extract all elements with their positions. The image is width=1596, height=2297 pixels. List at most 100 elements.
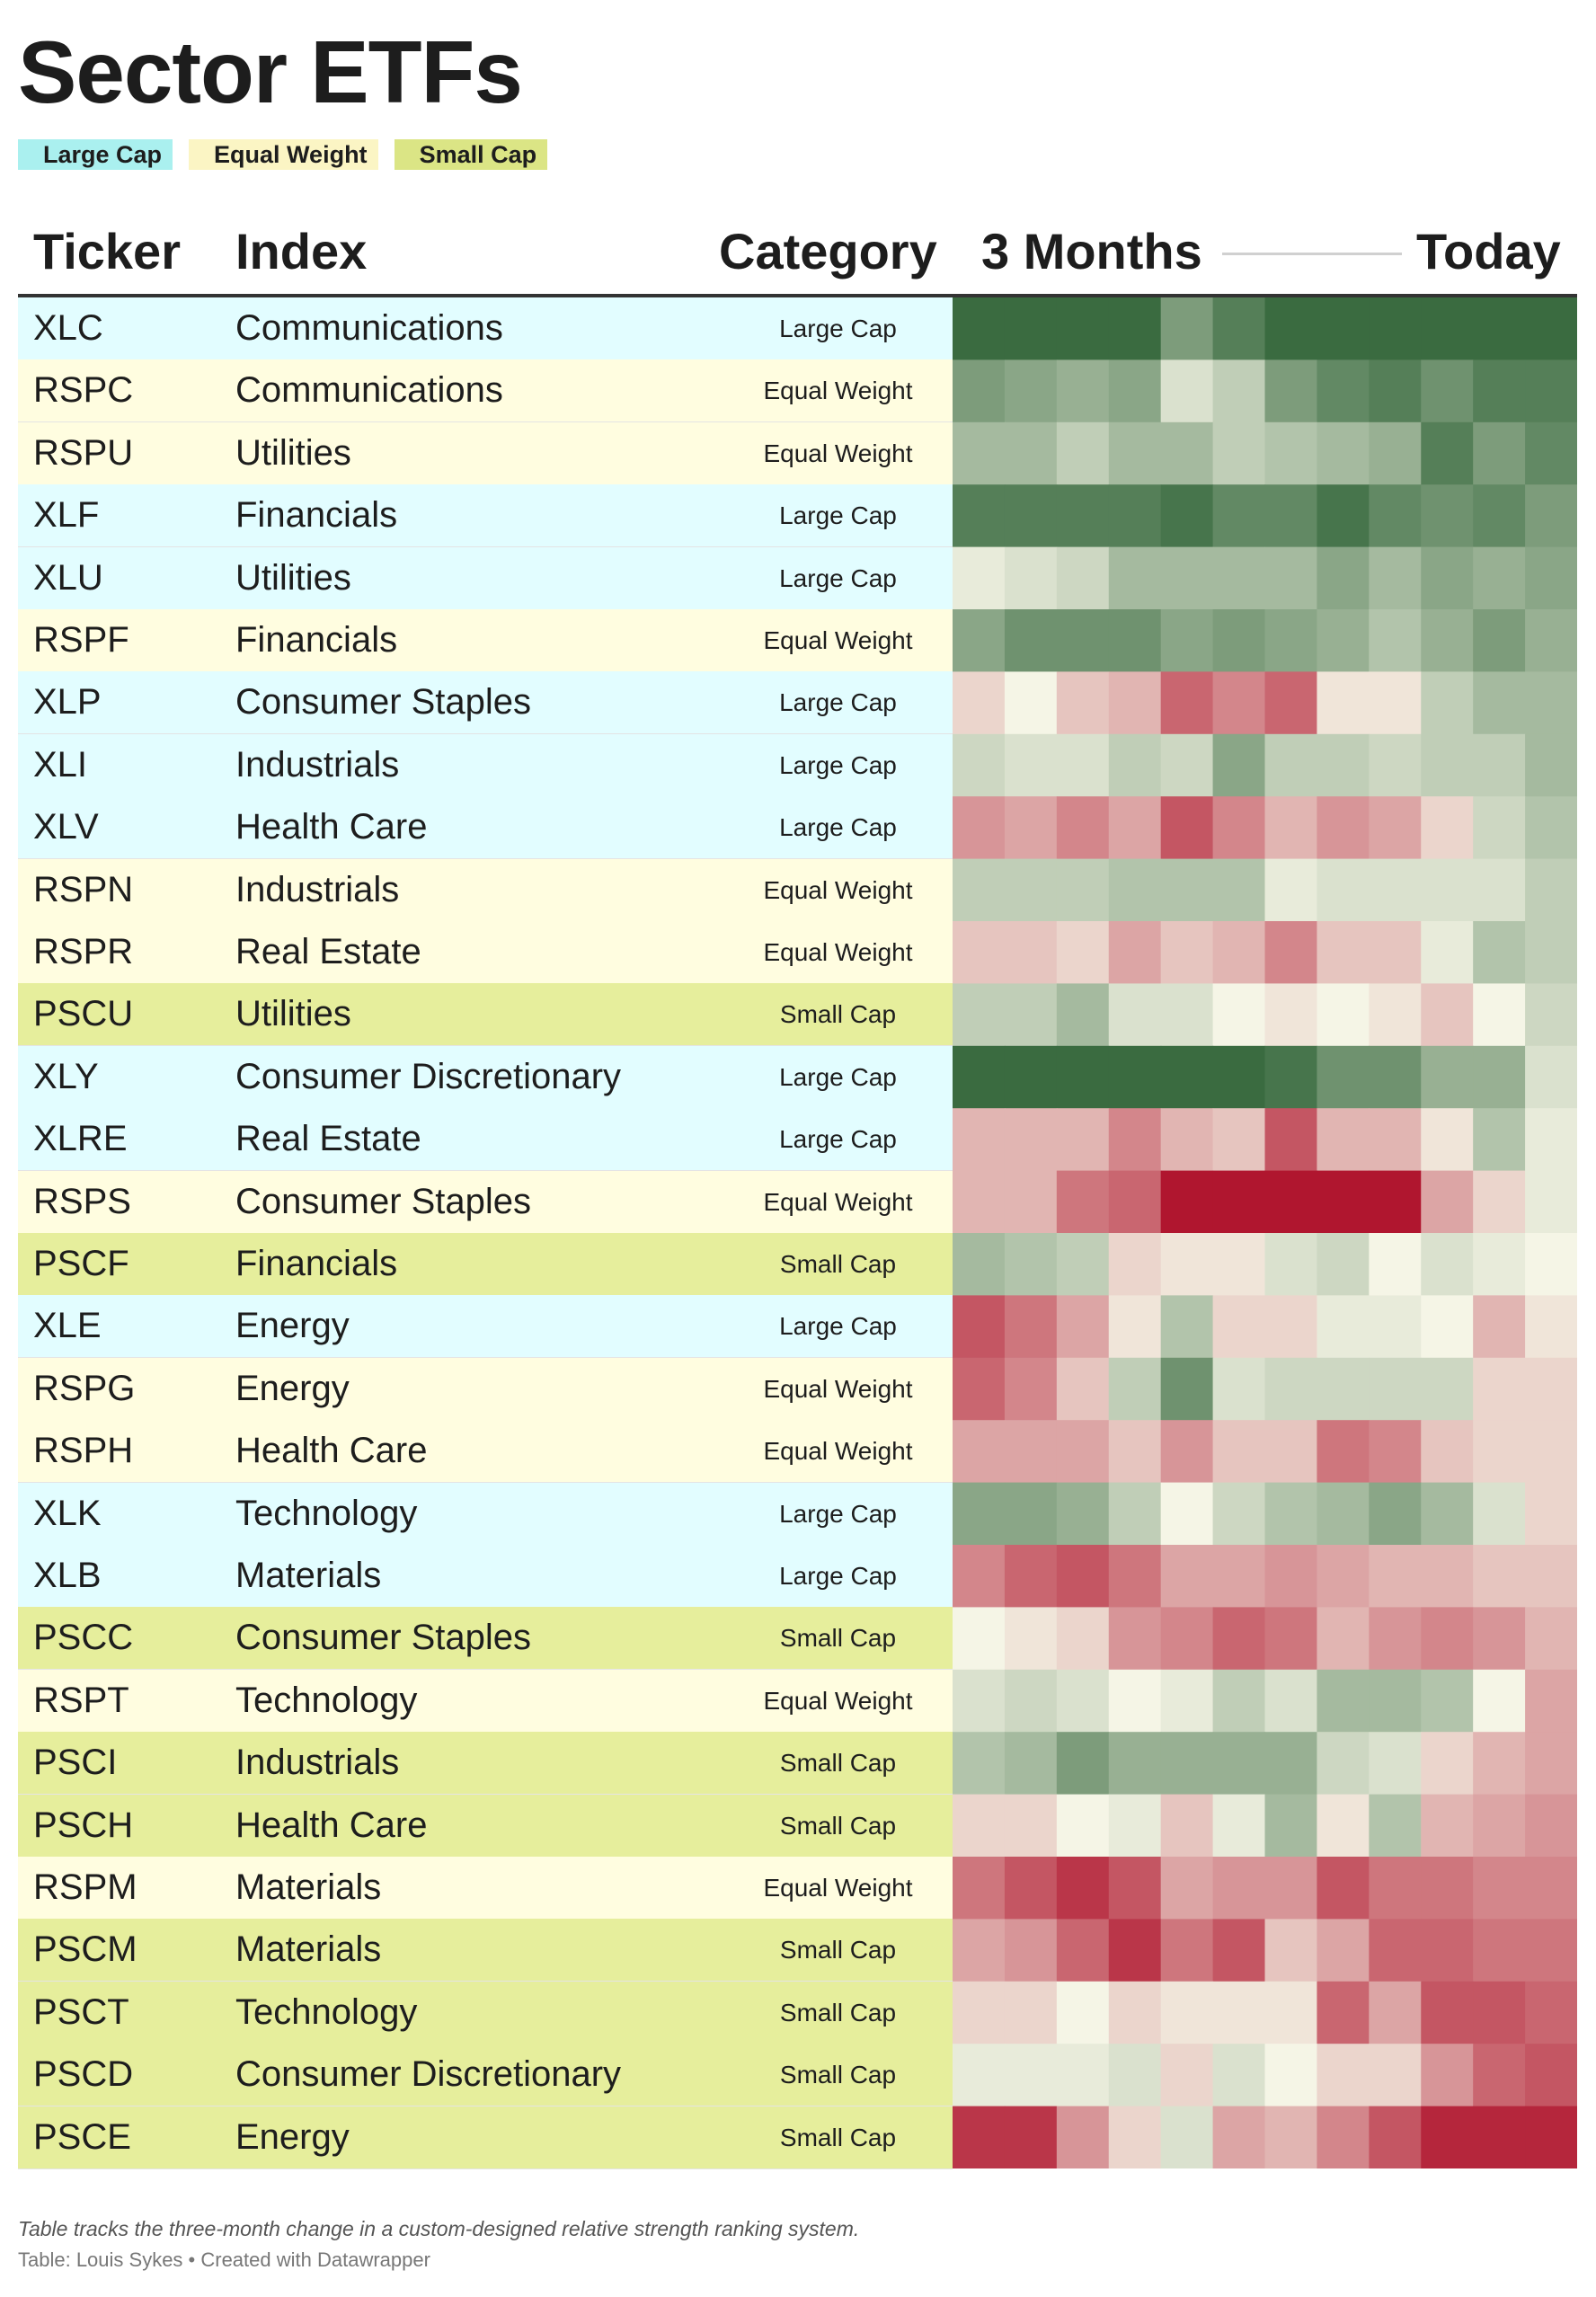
heatmap-cell-psch-1 bbox=[953, 1794, 1006, 1858]
heatmap-cell-rspr-7 bbox=[1264, 921, 1318, 984]
category-cell: Large Cap bbox=[779, 1125, 897, 1154]
heatmap-cell-rspr-4 bbox=[1108, 921, 1162, 984]
heatmap-cell-rspf-6 bbox=[1212, 609, 1266, 672]
heatmap-cell-xlk-12 bbox=[1525, 1482, 1577, 1546]
heatmap-cell-xlp-10 bbox=[1421, 671, 1474, 735]
ticker-cell: RSPC bbox=[33, 370, 134, 411]
table-row: RSPN Industrials Equal Weight bbox=[18, 858, 953, 922]
heatmap-cell-rspu-1 bbox=[953, 421, 1006, 485]
category-cell: Large Cap bbox=[779, 315, 897, 342]
heatmap-cell-xlu-12 bbox=[1525, 546, 1577, 610]
heatmap-cell-xlk-7 bbox=[1264, 1482, 1318, 1546]
legend-item-small-cap: Small Cap bbox=[394, 139, 548, 170]
heatmap-cell-pscf-9 bbox=[1369, 1233, 1422, 1296]
table-row: PSCE Energy Small Cap bbox=[18, 2106, 953, 2169]
heatmap-cell-xlf-12 bbox=[1525, 484, 1577, 548]
heatmap-cell-xlre-6 bbox=[1212, 1108, 1266, 1172]
heatmap-cell-rspu-6 bbox=[1212, 421, 1266, 485]
heatmap-cell-rspf-5 bbox=[1160, 609, 1214, 672]
heatmap-cell-xlu-1 bbox=[953, 546, 1006, 610]
heatmap-cell-xle-4 bbox=[1108, 1295, 1162, 1359]
heatmap-cell-psce-3 bbox=[1056, 2106, 1110, 2168]
table-row: RSPC Communications Equal Weight bbox=[18, 359, 953, 423]
heatmap-cell-xlk-3 bbox=[1056, 1482, 1110, 1546]
ticker-cell: XLK bbox=[33, 1493, 102, 1533]
heatmap-cell-xlre-11 bbox=[1473, 1108, 1526, 1172]
ticker-cell: XLE bbox=[33, 1306, 102, 1346]
heatmap-cell-rspt-1 bbox=[953, 1669, 1006, 1733]
heatmap-cell-rspm-12 bbox=[1525, 1857, 1577, 1920]
index-cell: Real Estate bbox=[235, 932, 421, 971]
heatmap-cell-psci-3 bbox=[1056, 1732, 1110, 1796]
heatmap-cell-pscm-12 bbox=[1525, 1919, 1577, 1982]
heatmap-cell-rspt-8 bbox=[1317, 1669, 1370, 1733]
heatmap-cell-xlf-4 bbox=[1108, 484, 1162, 548]
heatmap-cell-rspt-2 bbox=[1004, 1669, 1058, 1733]
heatmap-cell-rspc-9 bbox=[1369, 359, 1422, 423]
heatmap-cell-rspf-11 bbox=[1473, 609, 1526, 672]
header-ticker[interactable]: Ticker bbox=[33, 223, 181, 279]
heatmap-cell-psci-4 bbox=[1108, 1732, 1162, 1796]
heatmap-cell-rspc-11 bbox=[1473, 359, 1526, 423]
heatmap-cell-rspu-11 bbox=[1473, 421, 1526, 485]
heatmap-cell-rspu-8 bbox=[1317, 421, 1370, 485]
category-cell: Small Cap bbox=[779, 2061, 897, 2089]
heatmap-cell-pscu-10 bbox=[1421, 983, 1474, 1047]
header-today: Today bbox=[1416, 223, 1561, 279]
heatmap-cell-psct-10 bbox=[1421, 1981, 1474, 2044]
heatmap-cell-xlc-6 bbox=[1212, 297, 1266, 360]
heatmap-cell-pscm-2 bbox=[1004, 1919, 1058, 1982]
heatmap-cell-rspc-7 bbox=[1264, 359, 1318, 423]
heatmap-cell-pscc-10 bbox=[1421, 1607, 1474, 1671]
category-cell: Small Cap bbox=[779, 1749, 897, 1778]
ticker-cell: RSPT bbox=[33, 1680, 129, 1720]
heatmap-cell-rsps-3 bbox=[1056, 1170, 1110, 1234]
heatmap-cell-xlc-3 bbox=[1056, 297, 1110, 360]
heatmap-cell-rspg-11 bbox=[1473, 1357, 1526, 1421]
heatmap-cell-xle-8 bbox=[1317, 1295, 1370, 1359]
heatmap-cell-pscd-6 bbox=[1212, 2044, 1266, 2107]
heatmap-cell-pscm-8 bbox=[1317, 1919, 1370, 1982]
heatmap-cell-rspc-1 bbox=[953, 359, 1006, 423]
category-cell: Small Cap bbox=[779, 1624, 897, 1653]
ticker-cell: XLRE bbox=[33, 1119, 128, 1159]
heatmap-cell-rspm-8 bbox=[1317, 1857, 1370, 1920]
heatmap-cell-rspg-6 bbox=[1212, 1357, 1266, 1421]
index-cell: Communications bbox=[235, 308, 503, 348]
header-category[interactable]: Category bbox=[719, 223, 937, 279]
heatmap-cell-psct-8 bbox=[1317, 1981, 1370, 2044]
index-cell: Materials bbox=[235, 1556, 382, 1595]
heatmap-cell-rsps-9 bbox=[1369, 1170, 1422, 1234]
heatmap-cell-pscc-5 bbox=[1160, 1607, 1214, 1671]
heatmap-cell-xlp-5 bbox=[1160, 671, 1214, 735]
heatmap-cell-pscd-1 bbox=[953, 2044, 1006, 2107]
heatmap-cell-xli-3 bbox=[1056, 733, 1110, 797]
heatmap-cell-psci-9 bbox=[1369, 1732, 1422, 1796]
heatmap-cell-rspf-9 bbox=[1369, 609, 1422, 672]
heatmap-cell-pscc-12 bbox=[1525, 1607, 1577, 1671]
heatmap-cell-rspn-5 bbox=[1160, 858, 1214, 922]
heatmap-cell-rspt-10 bbox=[1421, 1669, 1474, 1733]
heatmap-cell-rspu-7 bbox=[1264, 421, 1318, 485]
heatmap-cell-rspu-10 bbox=[1421, 421, 1474, 485]
category-cell: Equal Weight bbox=[763, 1874, 913, 1902]
heatmap-cell-xli-5 bbox=[1160, 733, 1214, 797]
heatmap-cell-pscc-2 bbox=[1004, 1607, 1058, 1671]
heatmap-cell-xlb-5 bbox=[1160, 1545, 1214, 1608]
index-cell: Utilities bbox=[235, 432, 351, 473]
index-cell: Real Estate bbox=[235, 1119, 421, 1159]
heatmap-cell-rsph-9 bbox=[1369, 1420, 1422, 1484]
heatmap-cell-xlc-12 bbox=[1525, 297, 1577, 360]
heatmap-cell-psci-6 bbox=[1212, 1732, 1266, 1796]
heatmap-cell-xli-11 bbox=[1473, 733, 1526, 797]
heatmap-cell-xlre-3 bbox=[1056, 1108, 1110, 1172]
heatmap-cell-psci-5 bbox=[1160, 1732, 1214, 1796]
category-cell: Equal Weight bbox=[763, 1437, 913, 1466]
index-cell: Technology bbox=[235, 1680, 418, 1720]
header-index[interactable]: Index bbox=[235, 223, 368, 279]
heatmap-cell-psct-1 bbox=[953, 1981, 1006, 2044]
heatmap-cell-rsps-12 bbox=[1525, 1170, 1577, 1234]
category-cell: Equal Weight bbox=[763, 626, 913, 654]
heatmap-cell-psci-1 bbox=[953, 1732, 1006, 1796]
ticker-cell: XLP bbox=[33, 682, 102, 723]
